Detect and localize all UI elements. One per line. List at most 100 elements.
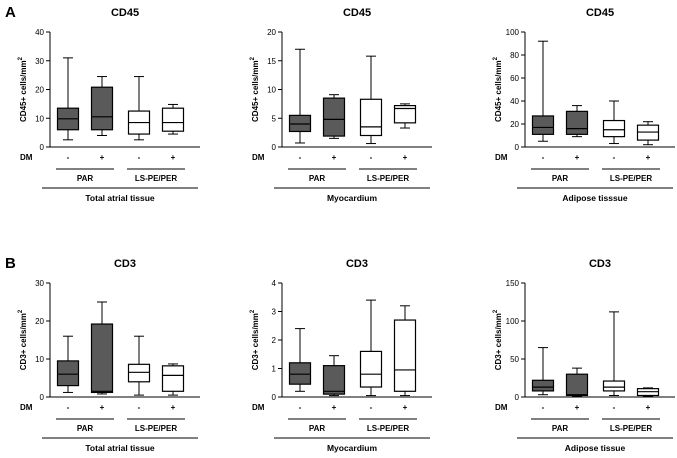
group-label: PAR	[309, 174, 326, 183]
box-iqr	[359, 350, 383, 388]
dm-label: +	[100, 153, 105, 162]
dm-label: +	[646, 403, 651, 412]
y-tick-label: 30	[35, 57, 44, 66]
y-tick-label: 5	[272, 114, 277, 123]
y-tick-label: 10	[35, 114, 44, 123]
box-2	[90, 76, 114, 136]
y-tick-label: 40	[510, 97, 519, 106]
y-tick-label: 40	[35, 28, 44, 37]
dm-row-label: DM	[495, 153, 508, 162]
dm-label: -	[67, 153, 70, 162]
chart-title: CD3	[346, 258, 368, 270]
dm-label: -	[370, 403, 373, 412]
group-label: LS-PE/PER	[367, 174, 409, 183]
dm-row-label: DM	[252, 153, 265, 162]
box-iqr	[393, 104, 417, 124]
box-3	[127, 335, 151, 396]
y-axis-label-superscript: 2	[493, 56, 499, 60]
y-tick-label: 20	[267, 28, 276, 37]
y-axis-label: CD45+ cells/mm2	[250, 56, 260, 122]
y-axis-label-text: CD3+ cells/mm	[19, 313, 28, 370]
box-4	[393, 305, 417, 397]
y-tick-label: 50	[510, 355, 519, 364]
y-tick-label: 15	[267, 57, 276, 66]
y-tick-label: 100	[506, 317, 520, 326]
y-tick-label: 60	[510, 74, 519, 83]
y-tick-label: 20	[35, 86, 44, 95]
y-tick-label: 0	[515, 143, 520, 152]
box-iqr	[127, 363, 151, 383]
group-label: PAR	[77, 174, 94, 183]
y-axis-label-superscript: 2	[250, 309, 256, 313]
group-label: LS-PE/PER	[367, 424, 409, 433]
y-tick-label: 20	[510, 120, 519, 129]
dm-row-label: DM	[495, 403, 508, 412]
dm-label: -	[299, 153, 302, 162]
group-label: PAR	[309, 424, 326, 433]
box-iqr	[56, 360, 80, 387]
y-axis-label: CD45+ cells/mm2	[493, 56, 503, 122]
dm-label: +	[403, 153, 408, 162]
dm-label: -	[370, 153, 373, 162]
y-tick-label: 3	[272, 308, 277, 317]
box-iqr	[531, 115, 555, 135]
dm-label: +	[575, 403, 580, 412]
box-1	[56, 335, 80, 393]
y-tick-label: 4	[272, 279, 277, 288]
dm-label: +	[171, 153, 176, 162]
y-axis-label-superscript: 2	[493, 309, 499, 313]
y-axis-label-superscript: 2	[18, 56, 24, 60]
y-tick-label: 0	[272, 143, 277, 152]
dm-label: -	[613, 403, 616, 412]
box-iqr	[565, 373, 589, 397]
y-axis-label-superscript: 2	[250, 56, 256, 60]
box-iqr	[565, 110, 589, 135]
box-iqr	[90, 323, 114, 394]
y-tick-label: 100	[506, 28, 520, 37]
y-axis-label-text: CD45+ cells/mm	[494, 60, 503, 122]
dm-label: -	[613, 153, 616, 162]
box-4	[161, 363, 185, 396]
y-tick-label: 20	[35, 317, 44, 326]
chart-a-2: CD45 0 5 10 15 20 CD45+ cells/mm2 DM - + - + PAR LS-P…	[250, 7, 432, 203]
y-axis-label-text: CD3+ cells/mm	[494, 313, 503, 370]
box-4	[393, 103, 417, 129]
box-4	[636, 121, 660, 146]
box-iqr	[322, 365, 346, 395]
box-iqr	[359, 98, 383, 137]
panel-label-a: A	[5, 4, 16, 21]
y-axis-label-text: CD45+ cells/mm	[19, 60, 28, 122]
chart-b-3: CD3 0 50 100 150 CD3+ cells/mm2 DM - + - + PAR LS-PE…	[493, 258, 675, 453]
group-label: LS-PE/PER	[610, 424, 652, 433]
chart-a-1: CD45 0 10 20 30 40 CD45+ cells/mm2 DM - + - + PAR LS-…	[18, 7, 200, 203]
dm-label: +	[100, 403, 105, 412]
chart-b-1: CD3 0 10 20 30 CD3+ cells/mm2 DM - + - + PAR LS-PE/P…	[18, 258, 200, 453]
dm-label: +	[171, 403, 176, 412]
y-tick-label: 10	[267, 86, 276, 95]
box-iqr	[393, 319, 417, 392]
panel-label-b: B	[5, 255, 16, 272]
dm-row-label: DM	[20, 153, 33, 162]
y-axis-label: CD3+ cells/mm2	[493, 309, 503, 370]
box-iqr	[602, 380, 626, 392]
y-tick-label: 2	[272, 336, 277, 345]
box-1	[288, 328, 312, 392]
box-3	[602, 311, 626, 396]
x-axis-label: Total atrial tissue	[85, 193, 155, 203]
box-iqr	[531, 379, 555, 392]
y-tick-label: 0	[272, 393, 277, 402]
box-1	[531, 40, 555, 142]
box-2	[322, 94, 346, 139]
box-iqr	[161, 365, 185, 392]
box-1	[288, 48, 312, 144]
group-label: PAR	[552, 174, 569, 183]
box-4	[161, 103, 185, 135]
chart-title: CD3	[114, 258, 136, 270]
y-tick-label: 1	[272, 365, 277, 374]
box-3	[359, 299, 383, 397]
group-label: PAR	[77, 424, 94, 433]
group-label: PAR	[552, 424, 569, 433]
y-tick-label: 0	[40, 143, 45, 152]
dm-label: -	[138, 153, 141, 162]
x-axis-label: Total atrial tissue	[85, 443, 155, 453]
